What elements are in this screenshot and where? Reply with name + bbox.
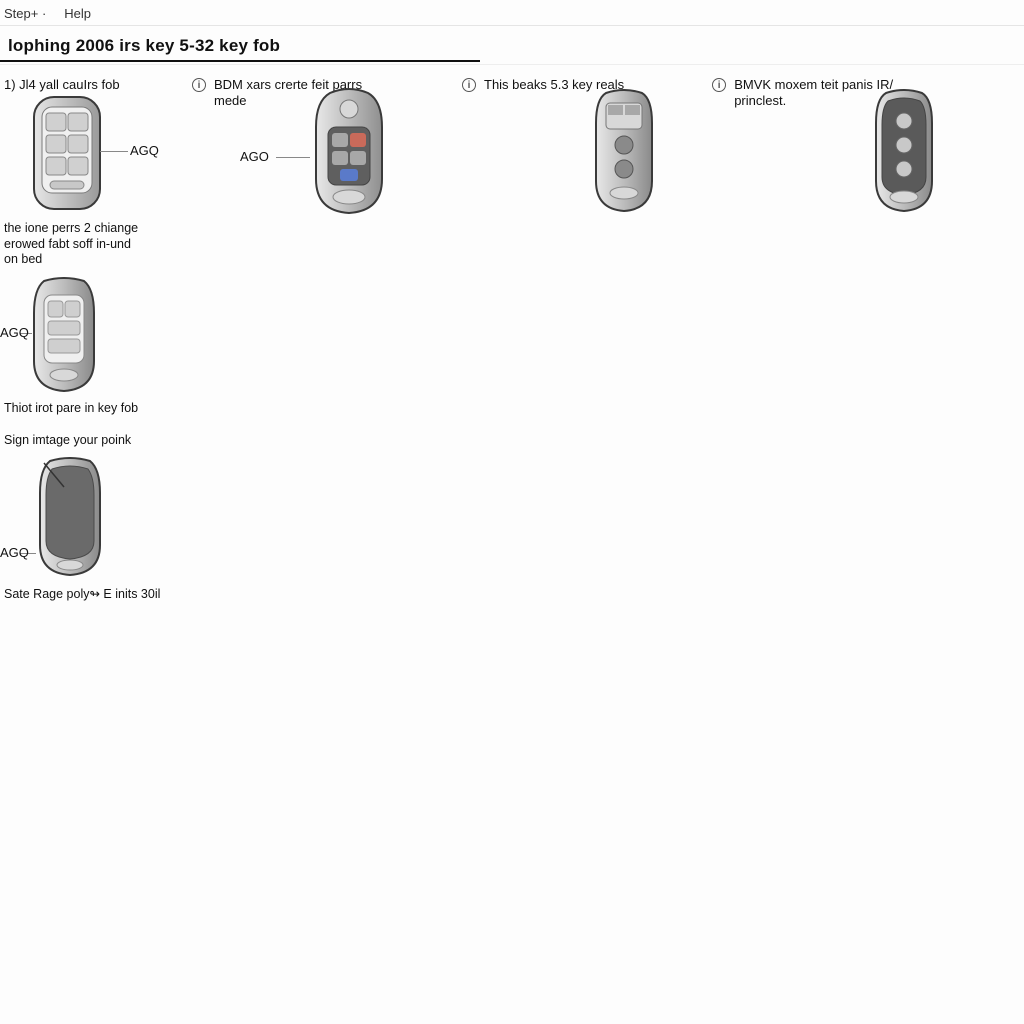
- annot-line-1: [100, 151, 128, 152]
- keyfob-6: [34, 457, 106, 579]
- keyfob-1-svg: [28, 93, 106, 213]
- keyfob-1: [28, 93, 106, 213]
- step-1-text: 1) Jl4 yall cauIrs fob: [4, 77, 120, 93]
- keyfob-3-svg: [590, 89, 658, 215]
- keyfob-2: [310, 87, 388, 217]
- step-1: 1) Jl4 yall cauIrs fob: [4, 77, 164, 93]
- keyfob-5: [28, 277, 100, 395]
- keyfob-3: [590, 89, 658, 215]
- keyfob-2-svg: [310, 87, 388, 217]
- annot-agq-3: AGQ: [0, 545, 29, 560]
- step-4: i BMVK moxem teit panis IR/ princlest.: [712, 77, 893, 110]
- caption-2: Thiot irot pare in key fob: [4, 401, 138, 417]
- keyfob-6-svg: [34, 457, 106, 579]
- annot-ago: AGO: [240, 149, 269, 164]
- caption-4: Sate Rage poly↬ E inits 30il: [4, 587, 160, 603]
- keyfob-5-svg: [28, 277, 100, 395]
- title-area: lophing 2006 irs key 5-32 key fob: [0, 26, 480, 62]
- caption-1: the ione perrs 2 chiange erowed fabt sof…: [4, 221, 138, 268]
- menu-help[interactable]: Help: [64, 6, 91, 21]
- menu-step[interactable]: Step+ ·: [4, 6, 46, 21]
- keyfob-4-svg: [870, 89, 938, 215]
- caption-3: Sign imtage your poink: [4, 433, 131, 449]
- info-icon: i: [192, 78, 206, 92]
- annot-agq-1: AGQ: [130, 143, 159, 158]
- menubar: Step+ · Help: [0, 0, 1024, 26]
- content: 1) Jl4 yall cauIrs fob i BDM xars crerte…: [0, 65, 1024, 110]
- annot-line-2: [276, 157, 310, 158]
- info-icon: i: [462, 78, 476, 92]
- keyfob-4: [870, 89, 938, 215]
- info-icon: i: [712, 78, 726, 92]
- annot-agq-2: AGQ: [0, 325, 29, 340]
- page-title: lophing 2006 irs key 5-32 key fob: [8, 36, 472, 56]
